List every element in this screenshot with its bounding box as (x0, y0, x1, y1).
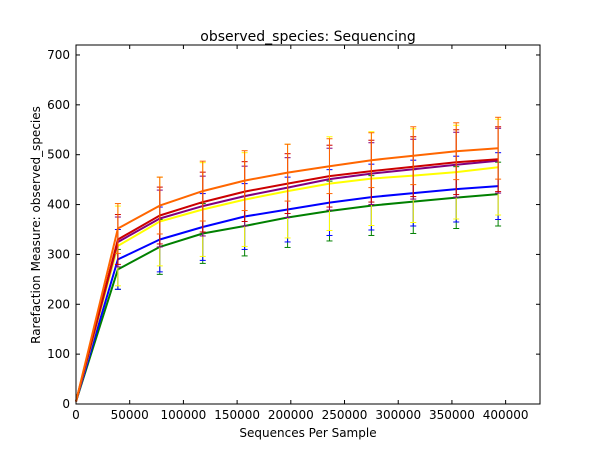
x-axis-title: Sequences Per Sample (239, 426, 376, 440)
x-tick-label: 350000 (429, 408, 475, 422)
x-tick-label: 150000 (214, 408, 260, 422)
series-line (75, 147, 499, 402)
y-tick-label: 300 (47, 247, 70, 261)
plot-frame (75, 44, 541, 405)
x-tick-label: 50000 (111, 408, 149, 422)
x-tick-label: 200000 (268, 408, 314, 422)
y-tick-label: 400 (47, 198, 70, 212)
x-tick-label: 400000 (483, 408, 529, 422)
y-tick-label: 0 (62, 397, 70, 411)
y-tick-label: 100 (47, 347, 70, 361)
y-tick-label: 500 (47, 148, 70, 162)
chart-title: observed_species: Sequencing (200, 29, 415, 45)
y-tick-label: 200 (47, 297, 70, 311)
x-tick-label: 250000 (322, 408, 368, 422)
ticks-layer: 0 50000 100000 150000 200000 250000 300000 3500… (47, 45, 540, 422)
series-layer (75, 116, 502, 402)
x-tick-label: 300000 (375, 408, 421, 422)
x-tick-label: 0 (72, 408, 80, 422)
x-tick-label: 100000 (161, 408, 207, 422)
series-0 (75, 116, 502, 402)
y-axis-title: Rarefaction Measure: observed_species (29, 106, 43, 344)
y-tick-label: 600 (47, 98, 70, 112)
plot-area: 0 50000 100000 150000 200000 250000 300000 3500… (47, 44, 541, 422)
y-tick-label: 700 (47, 48, 70, 62)
